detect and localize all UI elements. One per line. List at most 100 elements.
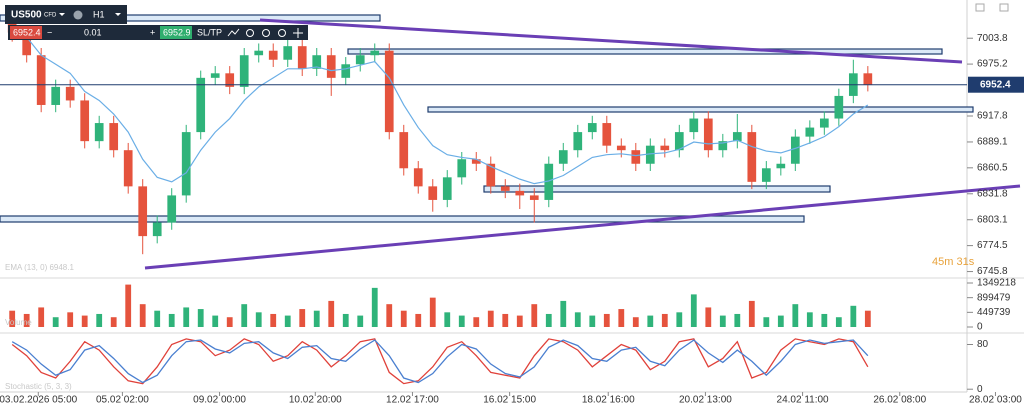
tool-icon[interactable] [278, 29, 286, 37]
candle-body [80, 100, 90, 142]
candle-body [863, 73, 873, 85]
candle-body [776, 163, 786, 169]
volume-bar [661, 313, 668, 327]
candle-body [573, 132, 583, 151]
zone [0, 14, 381, 22]
volume-bar [487, 310, 494, 327]
sell-button[interactable] [10, 26, 42, 39]
candle-body [761, 168, 771, 182]
candle-body [196, 77, 206, 133]
dropdown-icon[interactable] [59, 13, 65, 16]
volume-bar [690, 294, 697, 327]
candle-body [471, 159, 481, 164]
volume-bar [154, 310, 161, 327]
volume-bar [777, 315, 784, 327]
toolbar: US500 CFD H1 6952.4 − 0.01 + 6952.9 SL/T… [5, 5, 308, 40]
volume-bar [603, 313, 610, 327]
minus-button[interactable]: − [47, 27, 52, 37]
volume-bar [792, 304, 799, 327]
candle-body [602, 123, 612, 146]
volume-bar [212, 315, 219, 327]
plus-button[interactable]: + [150, 27, 155, 37]
buy-price[interactable]: 6952.9 [163, 27, 191, 37]
close-icon[interactable] [999, 3, 1009, 12]
candle-body [645, 145, 655, 164]
trade-bar [8, 25, 308, 40]
volume-bar [270, 313, 277, 327]
volume-bar [763, 317, 770, 327]
volume-bar [183, 307, 190, 327]
candle-body [616, 145, 626, 151]
plot [7, 14, 873, 385]
volume-bar [806, 312, 813, 327]
candle-body [718, 141, 728, 151]
dropdown-icon[interactable] [115, 13, 121, 16]
candle-body [65, 86, 75, 101]
x-tick-label: 20.02 13:00 [679, 395, 732, 405]
y-tick-label: 80 [977, 339, 989, 350]
volume-bar [415, 313, 422, 327]
x-tick-label: 09.02 00:00 [193, 395, 246, 405]
candle-body [239, 55, 249, 87]
volume-bar [125, 284, 132, 327]
volume-bar [357, 315, 364, 327]
symbol-box[interactable] [5, 5, 127, 24]
candle-body [167, 195, 177, 223]
volume-bar [748, 300, 755, 327]
volume-input[interactable]: 0.01 [84, 27, 102, 37]
candle-body [587, 123, 597, 133]
x-tick-label: 03.02.2026 05:00 [0, 395, 78, 405]
indicator-label: Volume [5, 318, 32, 327]
x-tick-label: 16.02 15:00 [483, 395, 536, 405]
volume-bar [545, 313, 552, 327]
price-tag-label: 6952.4 [980, 79, 1011, 90]
buy-button[interactable] [160, 26, 192, 39]
symbol: US500 [11, 10, 42, 21]
volume-bar [96, 313, 103, 327]
x-tick-label: 18.02 16:00 [582, 395, 635, 405]
volume-bar [516, 315, 523, 327]
candle-body [428, 186, 438, 200]
tool-icon[interactable] [293, 28, 303, 38]
volume-bar [618, 309, 625, 327]
volume-bar [864, 310, 871, 327]
candle-body [399, 132, 409, 169]
zone [0, 215, 805, 223]
candle-body [283, 46, 293, 60]
candle-body [312, 55, 322, 69]
sell-price[interactable]: 6952.4 [13, 27, 41, 37]
volume-bar [676, 312, 683, 327]
tool-icon[interactable] [227, 28, 240, 37]
stochastic-line [11, 339, 869, 384]
candle-body [138, 186, 148, 237]
volume-bar [139, 304, 146, 327]
indicator-label: Stochastic (5, 3, 3) [5, 382, 72, 391]
candle-body [413, 168, 423, 187]
volume-bar [429, 297, 436, 327]
sltp-button[interactable]: SL/TP [197, 27, 222, 37]
volume-bar [23, 313, 30, 327]
volume-bar [241, 304, 248, 327]
candle-body [109, 123, 119, 151]
candle-body [370, 50, 380, 56]
candle-body [558, 150, 568, 164]
volume-bar [850, 305, 857, 327]
candle-body [442, 177, 452, 200]
trend-line [144, 184, 1021, 270]
candle-body [457, 159, 467, 178]
x-tick-label: 05.02 02:00 [96, 395, 149, 405]
candle-body [732, 132, 742, 142]
tool-icon[interactable] [262, 29, 270, 37]
tool-icon[interactable] [246, 29, 254, 37]
info-icon[interactable] [73, 10, 83, 20]
timeframe[interactable]: H1 [93, 9, 105, 19]
y-tick-label: 1349218 [977, 278, 1016, 289]
window-icon[interactable] [975, 3, 985, 12]
volume-bar [444, 312, 451, 327]
volume-bar [110, 317, 117, 327]
volume-bar [502, 313, 509, 327]
volume-bar [52, 317, 59, 327]
volume-bar [705, 307, 712, 327]
